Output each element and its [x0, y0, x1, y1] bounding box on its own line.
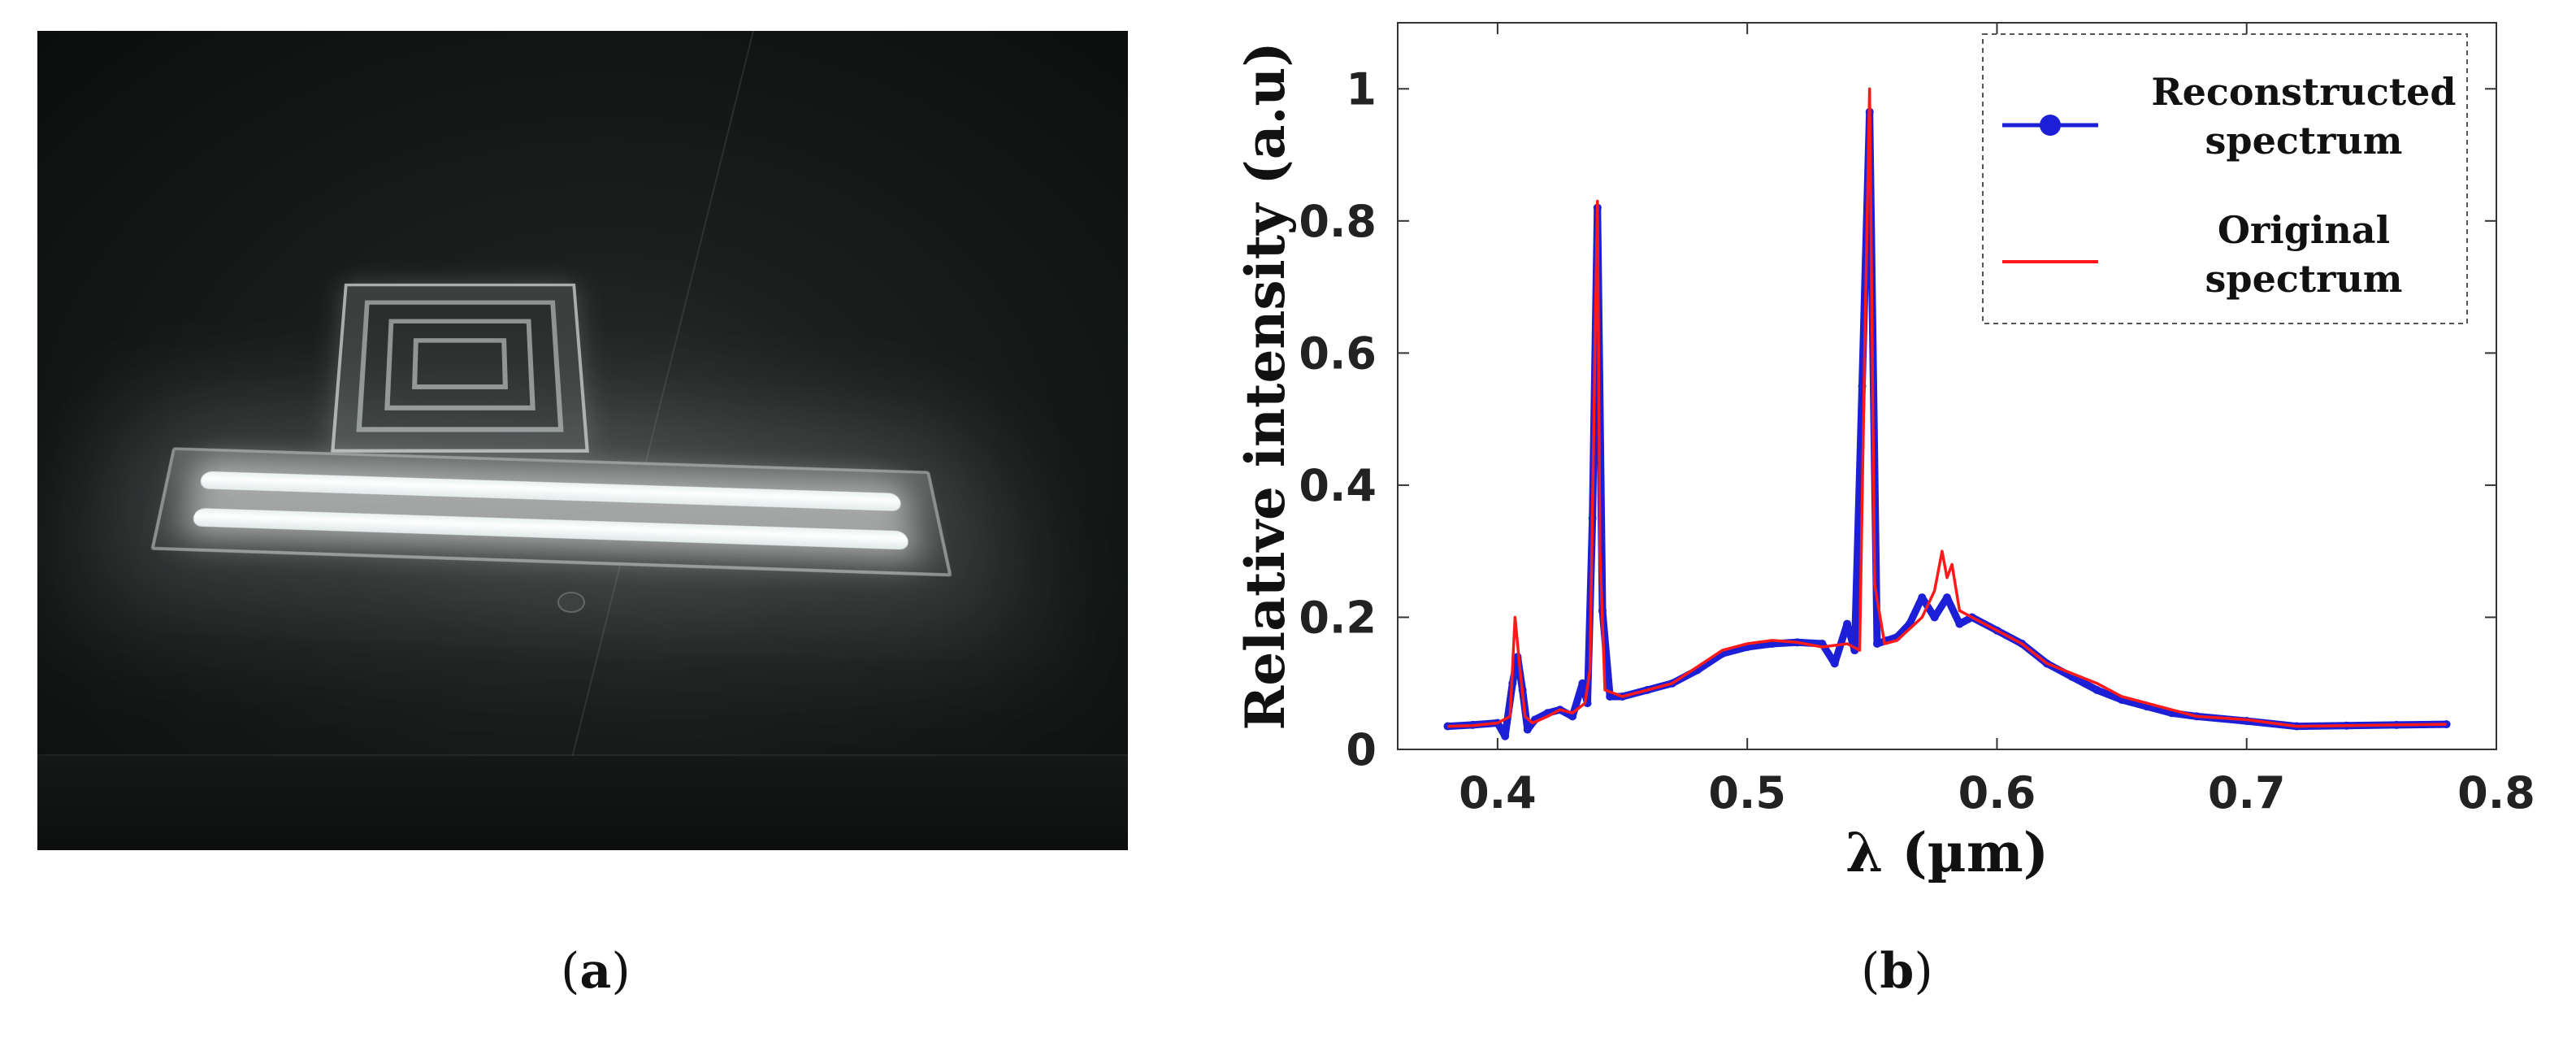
- legend: Reconstructed spectrum Original spectrum: [1983, 34, 2467, 323]
- x-tick-label: 0.8: [2457, 767, 2535, 818]
- legend-marker-reconstructed: [2040, 115, 2061, 136]
- y-tick-label: 0.6: [1299, 328, 1377, 379]
- data-point-reconstructed: [1524, 726, 1532, 734]
- x-tick-label: 0.4: [1459, 767, 1537, 818]
- air-vent: [331, 284, 589, 453]
- data-point-reconstructed: [1918, 593, 1926, 601]
- x-tick-label: 0.5: [1708, 767, 1786, 818]
- y-tick-label: 0.8: [1299, 196, 1377, 247]
- data-point-reconstructed: [1501, 732, 1509, 740]
- x-tick-label: 0.7: [2208, 767, 2286, 818]
- data-point-reconstructed: [1578, 679, 1586, 688]
- data-point-reconstructed: [1843, 620, 1851, 628]
- data-point-reconstructed: [1931, 613, 1939, 621]
- legend-label-reconstructed: spectrum: [2205, 119, 2403, 163]
- data-point-reconstructed: [1831, 659, 1839, 667]
- fluorescent-tube: [199, 471, 902, 511]
- data-point-reconstructed: [2092, 686, 2101, 694]
- legend-label-reconstructed: Reconstructed: [2151, 70, 2456, 114]
- wall-strip: [37, 756, 1128, 850]
- x-axis-title: λ (µm): [1845, 821, 2049, 884]
- data-point-reconstructed: [1873, 640, 1881, 648]
- x-tick-label: 0.6: [1958, 767, 2036, 818]
- legend-label-original: spectrum: [2205, 257, 2403, 301]
- data-point-reconstructed: [1955, 620, 1963, 628]
- panel-label-b: (b): [1861, 943, 1933, 1000]
- fluorescent-fixture: [150, 447, 952, 576]
- data-point-reconstructed: [1943, 593, 1951, 601]
- y-tick-label: 0.2: [1299, 592, 1377, 643]
- legend-label-original: Original: [2218, 208, 2390, 252]
- panel-label-a: (a): [561, 943, 631, 1000]
- ceiling-seam-horizontal: [37, 754, 1128, 756]
- y-axis-title: Relative intensity (a.u): [1234, 41, 1297, 730]
- y-tick-label: 1: [1346, 63, 1377, 115]
- ceiling-light-photo: [37, 31, 1128, 850]
- spectrum-chart: 0.4 0.5 0.6 0.7 0.8 0 0.2 0.4 0.6 0.8 1 λ (µm) Re…: [1170, 0, 2568, 935]
- y-tick-label: 0: [1346, 724, 1377, 775]
- y-tick-label: 0.4: [1299, 460, 1377, 511]
- fluorescent-tube: [192, 508, 910, 549]
- smoke-detector: [557, 592, 585, 613]
